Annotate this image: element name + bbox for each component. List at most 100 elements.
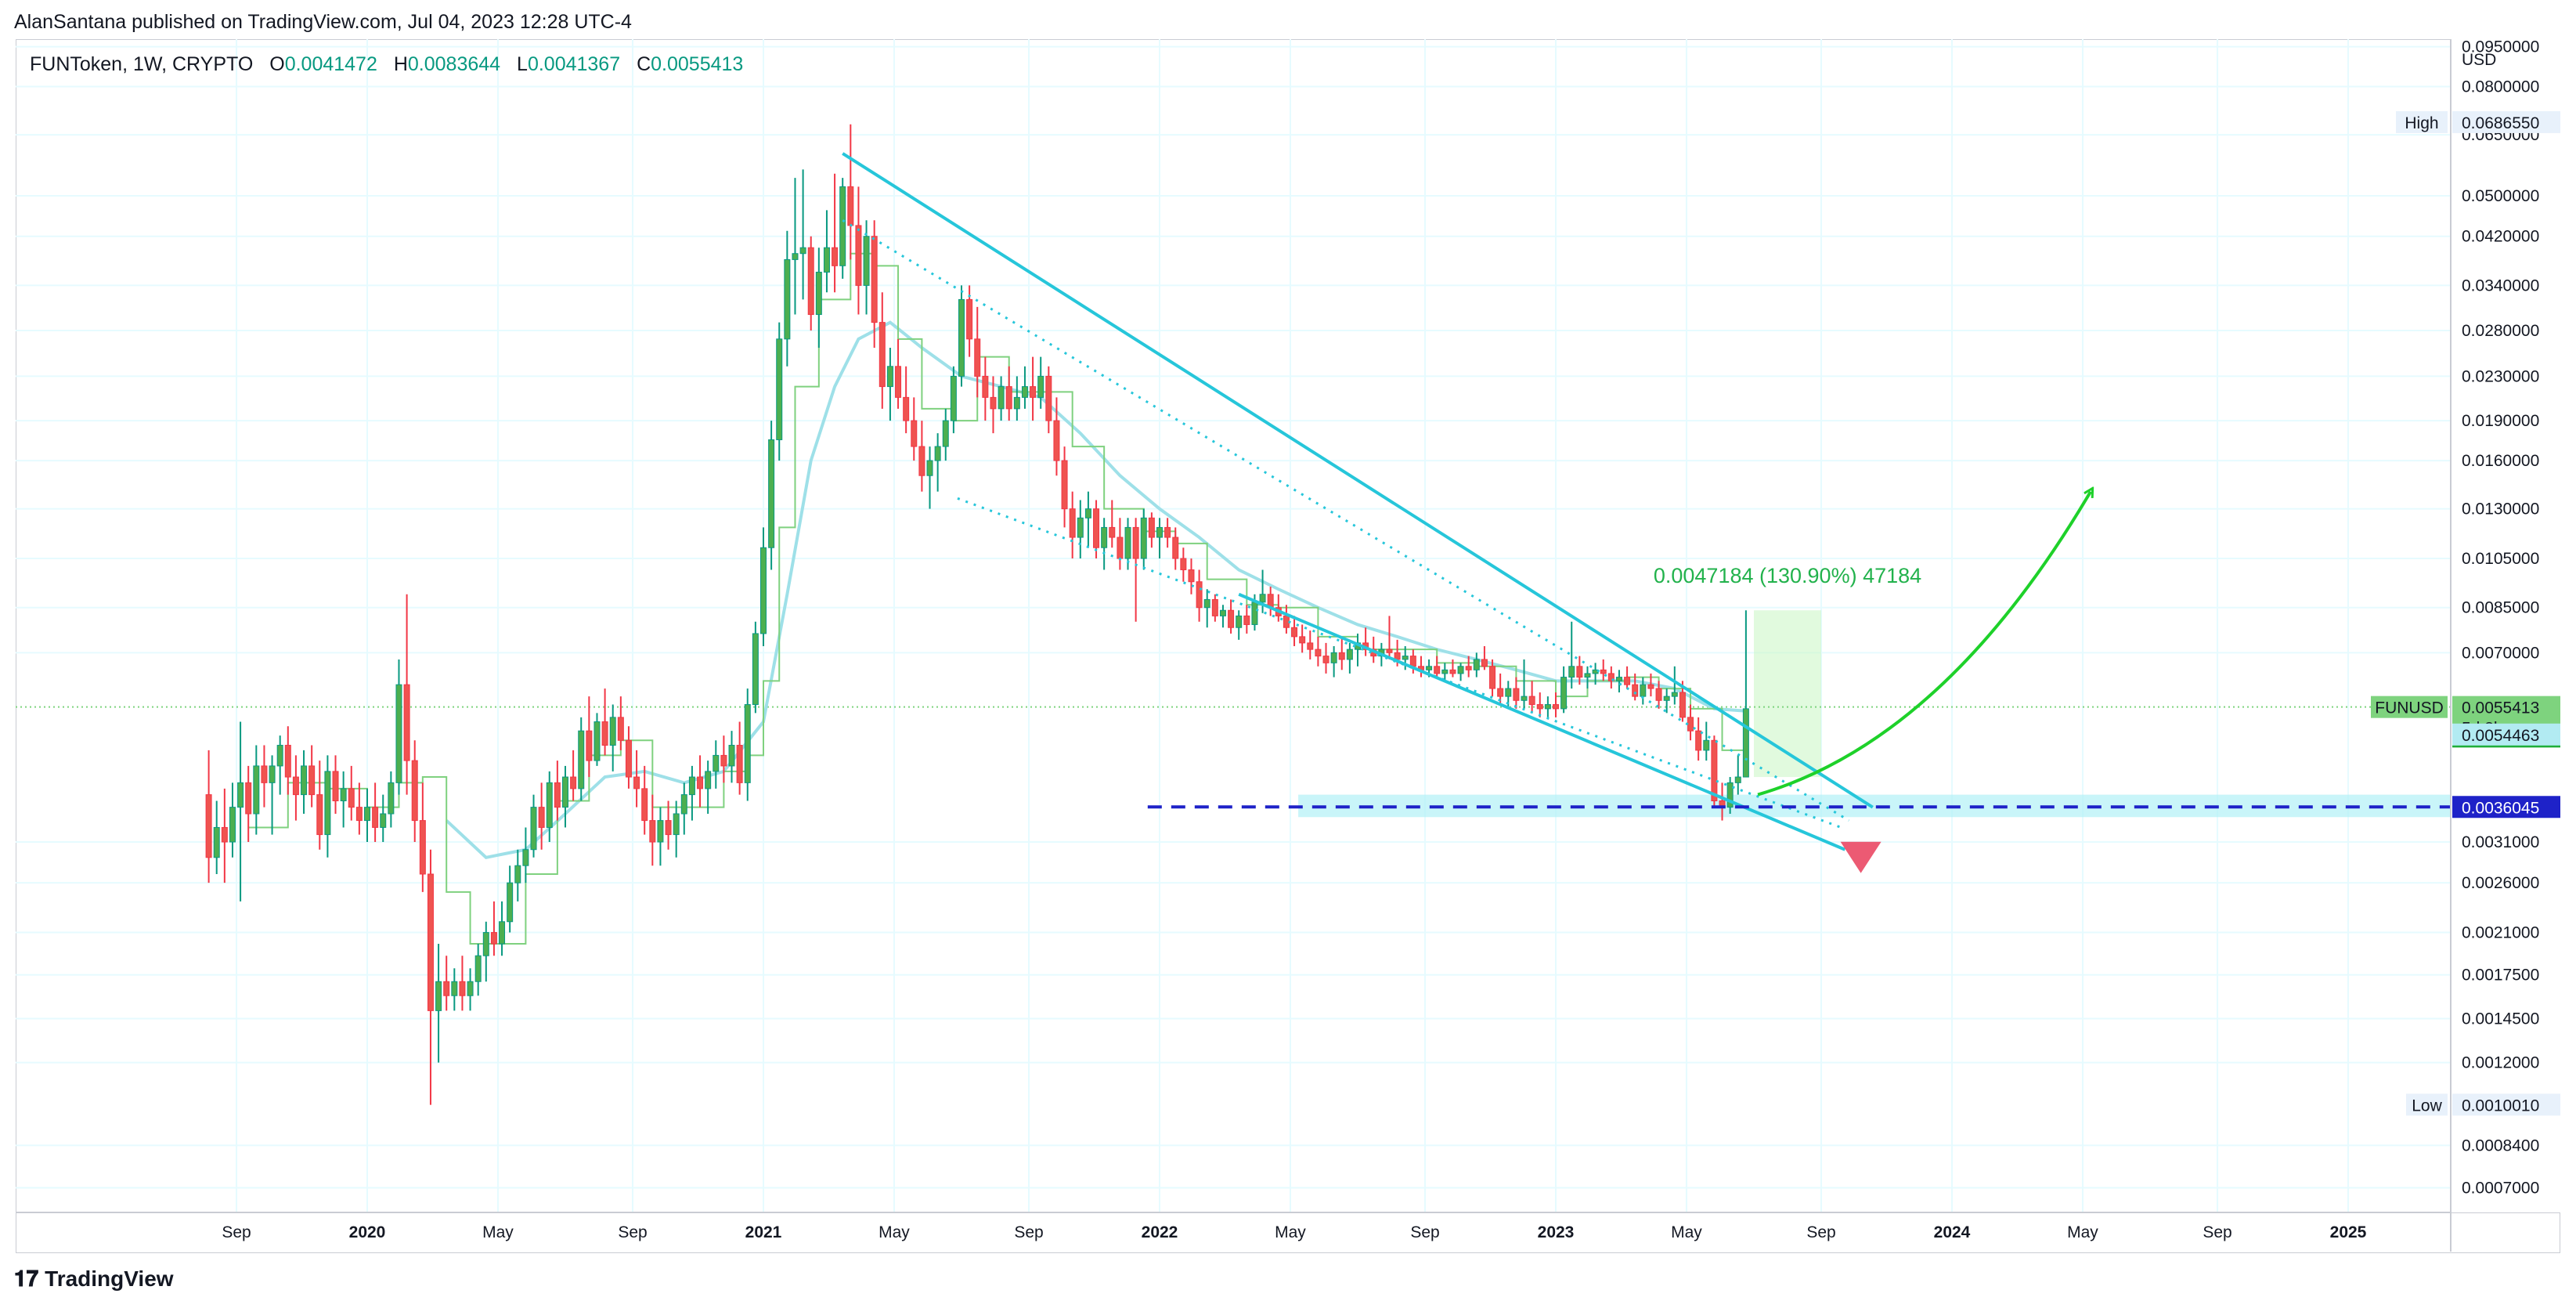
channel-lower-dotted	[957, 497, 1842, 829]
price-tick-label: 0.0007000	[2462, 1180, 2539, 1198]
publisher-line: AlanSantana published on TradingView.com…	[14, 11, 632, 33]
time-tick-label: 2025	[2330, 1223, 2367, 1241]
candle-body	[1330, 652, 1337, 663]
candle-body	[942, 420, 949, 447]
candle-body	[1084, 508, 1091, 519]
wedge-upper-line	[842, 152, 1874, 809]
axis-layer: USD0.09500000.08000000.06500000.05000000…	[16, 38, 2560, 1252]
price-tick-label: 0.0017500	[2462, 967, 2539, 985]
moving-average-layer	[248, 252, 1747, 945]
candle-body	[609, 717, 616, 746]
candle-body	[1053, 420, 1060, 461]
candle-body	[1093, 508, 1100, 548]
low-label: L	[517, 53, 528, 75]
candle-body	[1394, 652, 1401, 660]
candle-body	[1726, 782, 1734, 808]
candle-body	[245, 782, 252, 815]
price-tick-label: 0.0280000	[2462, 322, 2539, 340]
candle-body	[1228, 609, 1235, 628]
candle-body	[1338, 652, 1345, 660]
candle-body	[419, 820, 426, 875]
channel-upper-dotted	[842, 219, 1850, 822]
candle-body	[1426, 666, 1433, 670]
candle-body	[1600, 669, 1607, 674]
candle-body	[1132, 526, 1139, 559]
price-tick-label: 0.0500000	[2462, 187, 2539, 205]
candle-body	[364, 807, 370, 822]
candle-body	[1544, 704, 1551, 710]
candle-body	[705, 771, 712, 789]
price-tick-label: 0.0021000	[2462, 924, 2539, 942]
current-symbol-tag-bg	[2371, 696, 2448, 718]
support-price-label-value: 0.0036045	[2462, 799, 2539, 817]
candle-body	[411, 760, 418, 822]
candle-body	[1101, 526, 1108, 548]
candle-body	[1203, 598, 1210, 609]
low-label-tag-bg	[2406, 1093, 2448, 1116]
candle-body	[1291, 627, 1298, 638]
candle-body	[316, 794, 323, 836]
candle-body	[633, 776, 640, 789]
candle-body	[332, 771, 339, 802]
candle-body	[1346, 649, 1353, 660]
time-tick-label: May	[1671, 1223, 1702, 1241]
current-symbol-tag: FUNUSD	[2375, 699, 2444, 717]
candle-body	[1449, 669, 1456, 674]
candle-body	[593, 721, 601, 761]
candle-body	[1473, 659, 1480, 670]
candle-body	[301, 765, 308, 796]
candle-body	[348, 788, 355, 808]
candle-body	[752, 633, 759, 706]
candle-body	[1521, 696, 1528, 701]
candle-body	[1069, 508, 1076, 538]
time-tick-label: May	[482, 1223, 514, 1241]
candle-body	[292, 776, 299, 796]
candle-body	[1402, 656, 1409, 660]
ma-fast-badge	[2452, 723, 2560, 746]
time-tick-label: 2023	[1538, 1223, 1575, 1241]
candle-body	[1647, 684, 1654, 689]
candle-body	[911, 420, 918, 447]
candle-body	[918, 446, 925, 476]
footer-brand[interactable]: 𝟏𝟕 TradingView	[14, 1266, 174, 1292]
candle-body	[886, 366, 893, 388]
candle-body	[784, 258, 791, 340]
candle-body	[284, 745, 291, 778]
candle-body	[1299, 636, 1306, 644]
candle-body	[1632, 684, 1639, 697]
candle-body	[570, 776, 577, 789]
time-tick-label: 2024	[1934, 1223, 1971, 1241]
candle-body	[1584, 673, 1591, 678]
candle-body	[1465, 666, 1472, 670]
candle-body	[1624, 677, 1631, 685]
candle-body	[578, 730, 585, 789]
candle-body	[934, 446, 941, 461]
candle-body	[443, 981, 450, 996]
high-label-badge	[2452, 110, 2560, 133]
high-label-value: 0.0686550	[2462, 114, 2539, 132]
candle-body	[990, 396, 997, 410]
candle-body	[713, 754, 720, 772]
candle-body	[276, 745, 283, 767]
price-tick-label: 0.0160000	[2462, 452, 2539, 470]
candle-body	[1021, 386, 1028, 398]
time-tick-label: May	[1275, 1223, 1306, 1241]
measure-text: 0.0047184 (130.90%) 47184	[1654, 564, 1921, 587]
candle-body	[832, 247, 839, 266]
candle-body	[1703, 739, 1710, 751]
candle-body	[213, 826, 220, 858]
candle-body	[340, 788, 347, 802]
candle-body	[586, 730, 593, 761]
candle-body	[1219, 609, 1226, 616]
candle-body	[482, 932, 489, 956]
candle-body	[380, 813, 387, 828]
candle-body	[1528, 696, 1535, 706]
candle-body	[1172, 537, 1179, 559]
candle-body	[562, 776, 568, 808]
candle-body	[1734, 776, 1741, 783]
candle-body	[1640, 684, 1647, 697]
candle-body	[253, 765, 260, 815]
candle-body	[372, 807, 379, 828]
candle-body	[1037, 375, 1044, 398]
